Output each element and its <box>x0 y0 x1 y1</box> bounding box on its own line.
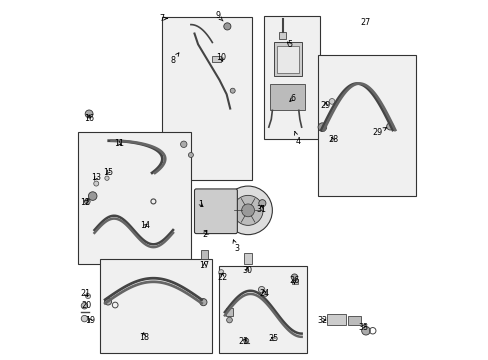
Circle shape <box>94 181 99 186</box>
Text: 3: 3 <box>232 240 239 253</box>
Circle shape <box>230 88 235 93</box>
Text: 18: 18 <box>139 333 148 342</box>
Bar <box>219 266 306 353</box>
Bar <box>279 32 285 39</box>
Text: 27: 27 <box>359 18 369 27</box>
Text: 19: 19 <box>85 315 95 324</box>
Bar <box>277 46 298 73</box>
Text: 8: 8 <box>170 53 179 65</box>
Text: 31: 31 <box>256 205 266 214</box>
Bar <box>201 250 207 259</box>
Circle shape <box>203 229 209 235</box>
Circle shape <box>224 186 272 235</box>
Text: 28: 28 <box>327 135 338 144</box>
Bar <box>269 84 305 111</box>
Circle shape <box>244 338 248 343</box>
Bar <box>225 307 233 316</box>
Circle shape <box>85 294 90 298</box>
Bar <box>264 16 319 139</box>
Text: 13: 13 <box>91 173 101 182</box>
Bar <box>326 314 346 325</box>
Text: 6: 6 <box>289 94 295 103</box>
Text: 23: 23 <box>238 337 248 346</box>
Circle shape <box>180 141 186 148</box>
Circle shape <box>233 195 263 225</box>
Circle shape <box>258 200 265 207</box>
Circle shape <box>328 99 334 104</box>
Bar <box>100 258 212 353</box>
Text: 10: 10 <box>216 53 226 62</box>
Bar <box>162 18 251 180</box>
Text: 17: 17 <box>199 261 209 270</box>
Circle shape <box>291 274 297 280</box>
Circle shape <box>188 153 193 157</box>
Bar <box>259 292 266 296</box>
Circle shape <box>211 222 217 228</box>
Circle shape <box>197 220 203 226</box>
Bar <box>78 132 190 264</box>
Text: 24: 24 <box>259 289 269 298</box>
Bar <box>211 56 220 62</box>
Circle shape <box>218 270 224 275</box>
Text: 5: 5 <box>287 40 292 49</box>
Text: 12: 12 <box>81 198 90 207</box>
Circle shape <box>258 287 264 293</box>
Text: 25: 25 <box>268 334 278 343</box>
Text: 7: 7 <box>160 14 167 23</box>
Circle shape <box>81 315 87 322</box>
Circle shape <box>104 298 111 305</box>
Bar <box>291 279 298 284</box>
Text: 9: 9 <box>215 11 223 21</box>
Text: 1: 1 <box>198 200 203 209</box>
Circle shape <box>81 302 87 309</box>
FancyBboxPatch shape <box>194 189 237 234</box>
Bar <box>244 252 252 264</box>
Circle shape <box>226 317 232 323</box>
Text: 29: 29 <box>371 127 386 138</box>
Circle shape <box>317 123 326 131</box>
Text: 32: 32 <box>317 315 327 324</box>
Circle shape <box>88 192 97 201</box>
Bar <box>273 42 302 76</box>
Text: 26: 26 <box>289 276 299 285</box>
Text: 22: 22 <box>217 273 227 282</box>
Bar <box>317 55 415 196</box>
Circle shape <box>200 298 206 306</box>
Text: 33: 33 <box>357 323 367 332</box>
Circle shape <box>386 123 393 130</box>
Text: 2: 2 <box>202 230 206 239</box>
Circle shape <box>84 199 90 204</box>
Text: 21: 21 <box>81 289 90 298</box>
Text: 4: 4 <box>294 131 300 146</box>
Circle shape <box>85 110 93 118</box>
Text: 20: 20 <box>81 301 91 310</box>
Circle shape <box>361 327 369 335</box>
Bar <box>347 316 360 325</box>
Circle shape <box>224 23 230 30</box>
Text: 30: 30 <box>242 266 252 275</box>
Text: 11: 11 <box>114 139 124 148</box>
Text: 14: 14 <box>140 221 150 230</box>
Text: 15: 15 <box>103 168 113 177</box>
Circle shape <box>241 204 254 217</box>
Circle shape <box>104 176 109 180</box>
Text: 29: 29 <box>320 101 330 110</box>
Text: 16: 16 <box>84 114 94 123</box>
